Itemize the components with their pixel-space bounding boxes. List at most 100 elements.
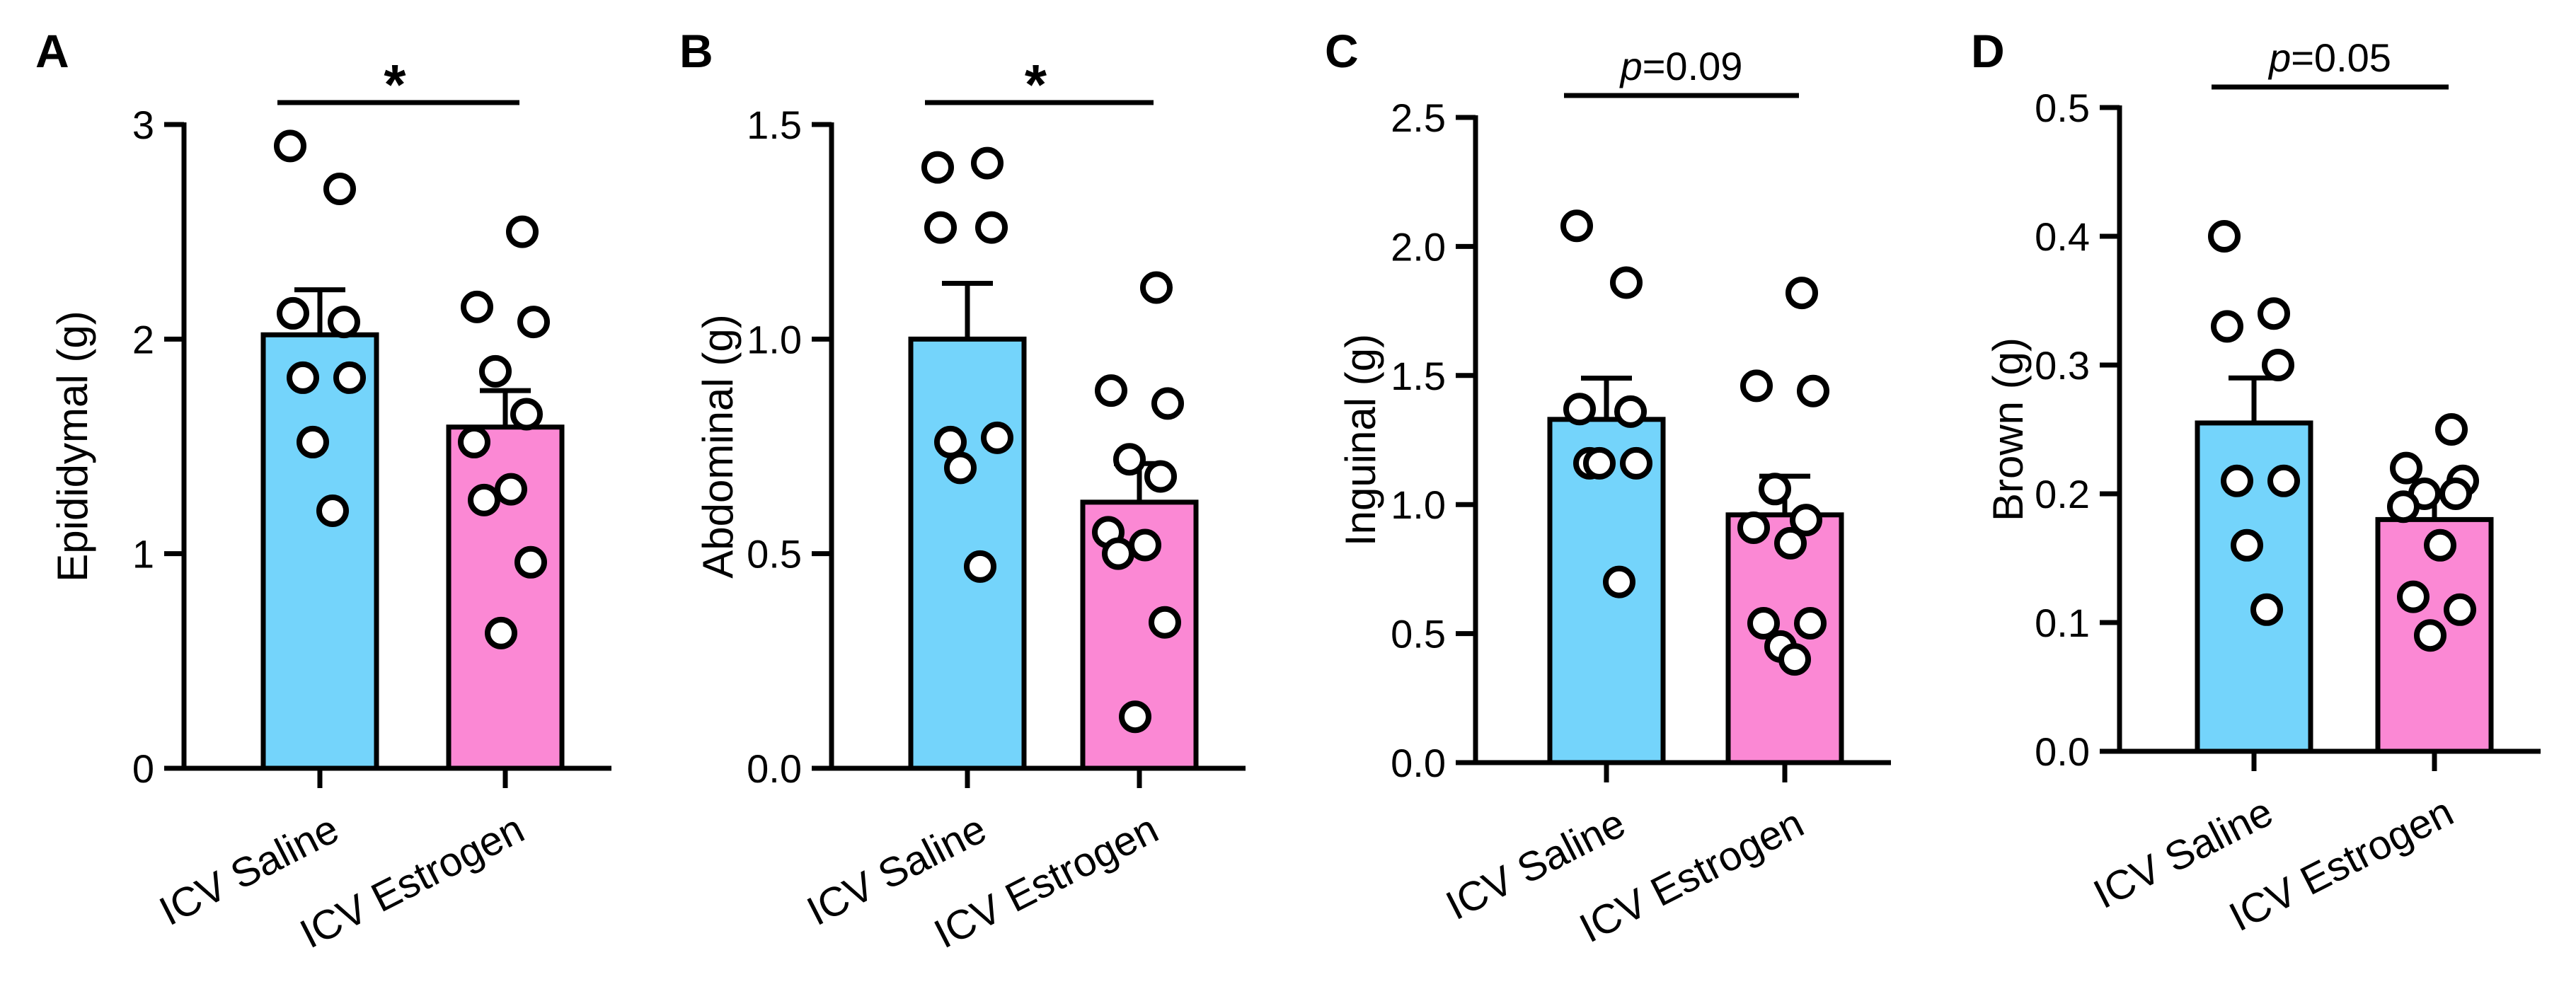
data-point (1563, 393, 1596, 426)
y-tick-label: 3 (132, 103, 154, 147)
data-point (1129, 528, 1161, 562)
data-point (2211, 310, 2243, 343)
y-tick-label: 0.5 (1391, 612, 1446, 657)
data-point (2424, 528, 2456, 562)
p-value-label: p=0.09 (1619, 44, 1743, 88)
p-symbol: p (2267, 35, 2291, 80)
data-point (1113, 443, 1146, 476)
panel-letter: A (35, 25, 69, 77)
y-tick-label: 0.4 (2035, 214, 2090, 259)
data-point (944, 451, 977, 485)
data-point (921, 151, 954, 184)
data-point (1149, 606, 1181, 639)
data-point (277, 296, 309, 330)
y-axis-title: Abdominal (g) (694, 314, 742, 579)
y-tick-label: 0.5 (747, 532, 802, 577)
data-point (2250, 593, 2283, 626)
y-axis-title: Brown (g) (1984, 337, 2032, 521)
data-point (468, 483, 500, 516)
data-point (2231, 528, 2263, 562)
y-tick-label: 0.0 (1391, 741, 1446, 785)
data-point (2435, 413, 2468, 446)
data-point (514, 545, 547, 579)
data-point (328, 306, 360, 339)
data-point (934, 425, 967, 458)
y-axis-title: Inguinal (g) (1337, 334, 1384, 546)
y-tick-label: 1.5 (1391, 354, 1446, 398)
data-point (2387, 490, 2420, 524)
data-point (1119, 700, 1151, 734)
y-tick-label: 1.0 (747, 317, 802, 362)
data-point (2414, 619, 2446, 652)
data-point (1583, 446, 1616, 480)
data-point (2397, 580, 2430, 613)
y-tick-label: 1.0 (1391, 482, 1446, 527)
y-tick-label: 1 (132, 532, 154, 577)
data-point (2444, 593, 2476, 626)
data-point (1737, 511, 1770, 545)
data-point (2267, 464, 2300, 497)
data-point (461, 290, 493, 323)
data-point (1778, 643, 1811, 676)
data-point (1747, 607, 1780, 640)
data-point (975, 211, 1008, 244)
y-tick-label: 0.2 (2035, 472, 2090, 516)
data-point (2390, 451, 2422, 485)
data-point (1144, 460, 1177, 493)
data-point (297, 425, 329, 458)
data-point (2221, 464, 2253, 497)
data-point (981, 421, 1013, 454)
data-point (1620, 446, 1652, 480)
significance-star: * (384, 53, 406, 116)
data-point (510, 398, 543, 431)
panel-letter: D (1971, 25, 2005, 77)
data-point (1790, 504, 1822, 537)
data-point (485, 616, 517, 649)
data-point (1151, 387, 1184, 420)
data-point (2258, 297, 2290, 330)
data-point (924, 211, 957, 244)
bar-saline (908, 336, 1027, 771)
data-point (1095, 374, 1127, 407)
significance-star: * (1025, 53, 1047, 116)
y-tick-label: 0.1 (2035, 601, 2090, 645)
data-point (274, 129, 306, 163)
data-point (2208, 220, 2241, 253)
data-point (1774, 526, 1807, 560)
p-value-label: p=0.05 (2267, 35, 2391, 80)
data-point (517, 306, 550, 339)
data-point (964, 550, 996, 583)
y-tick-label: 0.0 (2035, 729, 2090, 774)
panel-letter: C (1325, 25, 1359, 77)
y-tick-label: 0.0 (747, 746, 802, 791)
data-point (2262, 349, 2294, 381)
data-point (1140, 271, 1173, 304)
data-point (1786, 277, 1818, 310)
data-point (316, 494, 349, 527)
y-axis-title: Epididymal (g) (49, 311, 96, 582)
data-point (287, 361, 319, 394)
y-tick-label: 0.3 (2035, 343, 2090, 388)
p-value: =0.05 (2291, 35, 2391, 80)
data-point (1797, 374, 1829, 407)
data-point (1740, 369, 1773, 403)
data-point (323, 173, 356, 205)
y-tick-label: 0.5 (2035, 86, 2090, 130)
data-point (1759, 473, 1791, 506)
panel-letter: B (679, 25, 713, 77)
data-point (333, 361, 366, 394)
data-point (479, 354, 512, 388)
y-tick-label: 0 (132, 746, 154, 791)
data-point (1560, 209, 1593, 243)
data-point (1614, 395, 1647, 428)
data-point (506, 215, 539, 248)
data-point (1603, 565, 1635, 598)
data-point (1102, 537, 1134, 570)
data-point (495, 473, 527, 506)
data-point (2439, 478, 2472, 510)
data-point (458, 425, 490, 458)
y-tick-label: 2 (132, 317, 154, 362)
